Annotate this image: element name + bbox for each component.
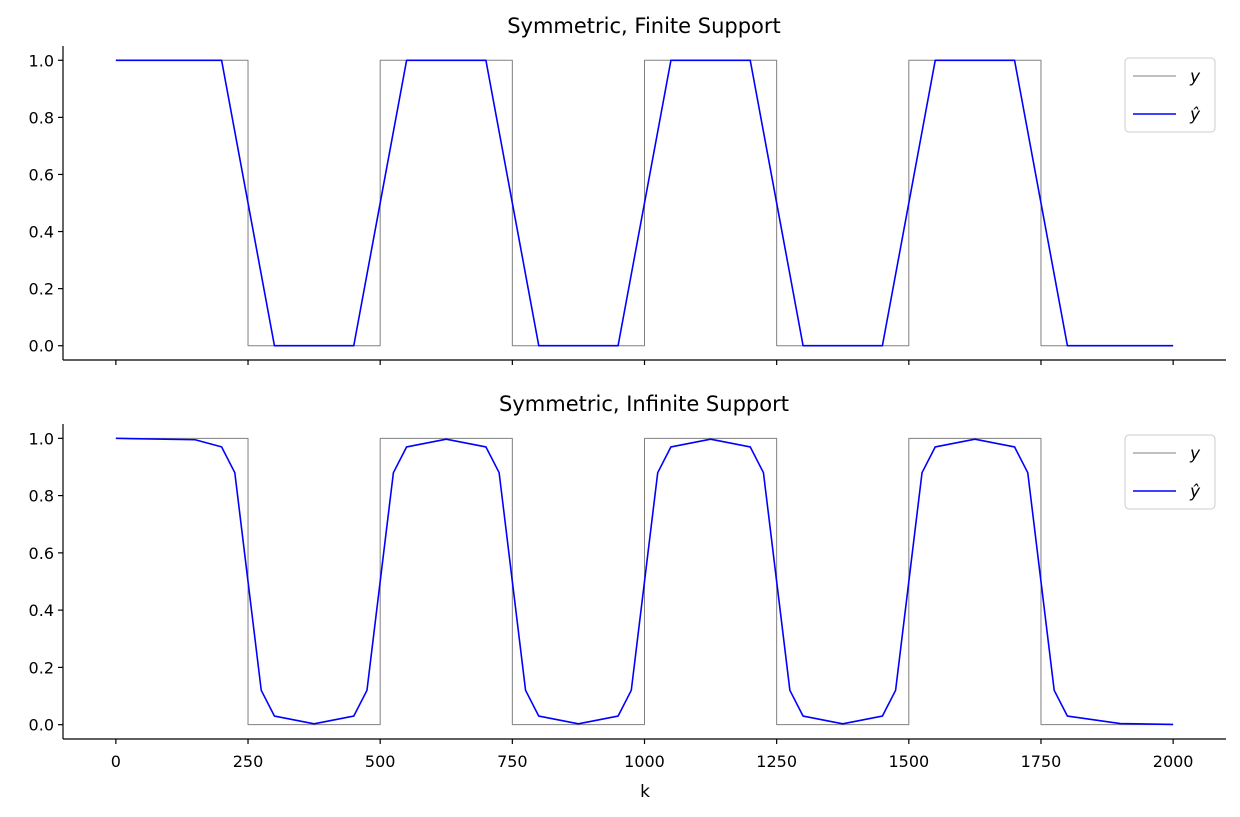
chart-panel-infinite-support: Symmetric, Infinite Support 0.0 0.2 0.4 0.6… [29, 392, 1226, 802]
series-line-yhat [115, 437, 1174, 726]
chart-panel-finite-support: Symmetric, Finite Support 0.00.20.40.60.… [29, 14, 1226, 365]
x-tick-label: 250 [233, 752, 264, 771]
y-tick-label: 0.4 [29, 223, 54, 242]
series-line-yhat [115, 59, 1174, 347]
y-tick-label: 0.2 [29, 658, 54, 677]
chart-title: Symmetric, Finite Support [507, 14, 781, 38]
legend-label-y: y [1189, 67, 1201, 87]
y-tick-label: 0.0 [29, 716, 54, 735]
x-tick-label: 1750 [1021, 752, 1062, 771]
legend-label-yhat: ŷ [1189, 482, 1201, 502]
legend: y ŷ [1124, 434, 1216, 510]
x-tick-label: 2000 [1153, 752, 1194, 771]
y-tick-label: 0.0 [29, 337, 54, 356]
y-tick-label: 0.4 [29, 601, 54, 620]
y-tick-label: 0.6 [29, 165, 54, 184]
x-tick-label: 1000 [624, 752, 665, 771]
legend-label-y: y [1189, 444, 1201, 464]
y-tick-label: 0.2 [29, 280, 54, 299]
plot-area [115, 437, 1174, 726]
x-ticks [115, 360, 1174, 365]
x-tick-label: 0 [111, 752, 121, 771]
plot-area [115, 59, 1174, 347]
legend: y ŷ [1124, 57, 1216, 133]
x-tick-label: 1250 [756, 752, 797, 771]
legend-label-yhat: ŷ [1189, 105, 1201, 125]
y-tick-label: 0.6 [29, 544, 54, 563]
y-tick-label: 1.0 [29, 51, 54, 70]
y-tick-label: 0.8 [29, 108, 54, 127]
y-ticks: 0.0 0.2 0.4 0.6 0.8 1.0 [29, 51, 63, 356]
chart-title: Symmetric, Infinite Support [499, 392, 789, 416]
x-tick-label: 1500 [888, 752, 929, 771]
x-ticks: 0 250 500 750 1000 1250 1500 1750 2000 [111, 739, 1194, 771]
y-ticks: 0.0 0.2 0.4 0.6 0.8 1.0 [29, 429, 63, 735]
legend-box [1124, 434, 1216, 510]
legend-box [1124, 57, 1216, 133]
y-tick-label: 1.0 [29, 429, 54, 448]
x-axis-label: k [640, 782, 650, 802]
y-tick-label: 0.8 [29, 487, 54, 506]
x-tick-label: 750 [497, 752, 528, 771]
x-tick-label: 500 [365, 752, 396, 771]
